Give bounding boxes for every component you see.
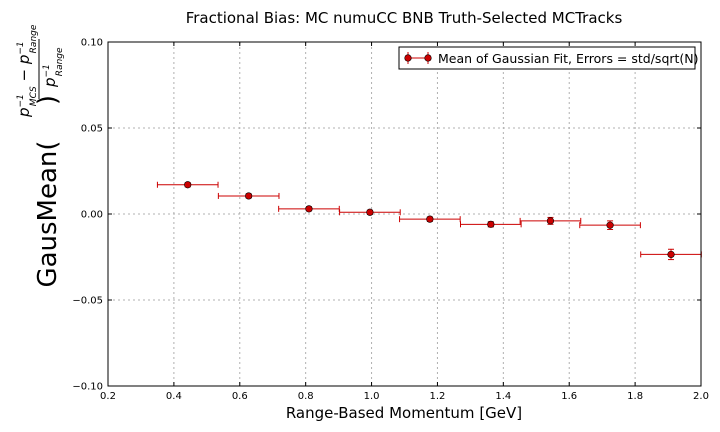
y-tick-label: 0.10	[81, 38, 103, 49]
y-tick-label: 0.00	[81, 210, 103, 221]
data-point	[640, 248, 702, 261]
legend-box	[398, 46, 696, 70]
data-marker	[487, 220, 495, 228]
x-tick-label: 0.4	[166, 391, 182, 402]
x-tick-label: 0.6	[232, 391, 248, 402]
y-axis-label-suffix: )	[33, 95, 63, 105]
data-marker	[184, 181, 192, 189]
axis-ticks: 0.2 0.4 0.6 0.8 1.0 1.2 1.4 1.6 1.8 2.0 −0.10 −0.05…	[72, 38, 709, 403]
y-axis-label-fraction: p−1 MCS − p−1 Range p−1 Range	[15, 24, 65, 118]
data-series	[156, 181, 702, 261]
ylabel-num-a: p	[15, 107, 33, 118]
y-tick-label: −0.10	[72, 382, 103, 393]
ylabel-num-minus: −	[15, 64, 33, 86]
y-axis-label-prefix: GausMean(	[33, 140, 63, 287]
x-tick-label: 1.6	[561, 391, 577, 402]
data-marker	[305, 205, 313, 213]
x-tick-label: 1.8	[627, 391, 643, 402]
ylabel-num-a-sup: −1	[16, 94, 26, 107]
data-point	[339, 208, 401, 216]
grid	[108, 42, 701, 386]
data-point	[399, 215, 461, 223]
legend-marker-dot	[404, 54, 412, 62]
y-tick-label: 0.05	[81, 124, 103, 135]
y-tick-label: −0.05	[72, 296, 103, 307]
ylabel-den: p	[41, 77, 59, 88]
y-axis-label: GausMean(	[33, 140, 63, 287]
x-tick-label: 0.8	[298, 391, 314, 402]
data-marker	[366, 208, 374, 216]
x-tick-label: 2.0	[693, 391, 709, 402]
legend: Mean of Gaussian Fit, Errors = std/sqrt(…	[398, 46, 699, 70]
data-point	[217, 192, 280, 200]
data-point	[278, 205, 340, 213]
ylabel-num-b: p	[15, 55, 33, 66]
ylabel-num-b-sub: Range	[29, 24, 39, 53]
y-axis-label-close: )	[33, 95, 63, 105]
data-marker	[426, 215, 434, 223]
data-marker	[606, 221, 614, 229]
legend-marker-dot	[424, 54, 432, 62]
x-tick-label: 1.4	[495, 391, 511, 402]
x-tick-label: 1.2	[429, 391, 445, 402]
ylabel-den-sub: Range	[55, 47, 65, 76]
svg-text:GausMean(: GausMean(	[33, 140, 63, 287]
ylabel-den-sup: −1	[42, 64, 52, 77]
data-point	[156, 181, 219, 189]
data-marker	[245, 192, 253, 200]
x-tick-label: 1.0	[364, 391, 380, 402]
ylabel-num-a-sub: MCS	[29, 86, 39, 106]
data-point	[460, 220, 522, 228]
chart-title: Fractional Bias: MC numuCC BNB Truth-Sel…	[186, 9, 623, 27]
data-marker	[667, 250, 675, 259]
legend-entry-label: Mean of Gaussian Fit, Errors = std/sqrt(…	[438, 51, 699, 66]
data-point	[579, 220, 641, 230]
legend-marker	[404, 52, 432, 64]
data-point	[519, 216, 582, 225]
x-axis-label: Range-Based Momentum [GeV]	[286, 404, 522, 422]
x-tick-label: 0.2	[100, 391, 116, 402]
data-marker	[546, 217, 555, 225]
ylabel-num-b-sup: −1	[16, 41, 26, 54]
